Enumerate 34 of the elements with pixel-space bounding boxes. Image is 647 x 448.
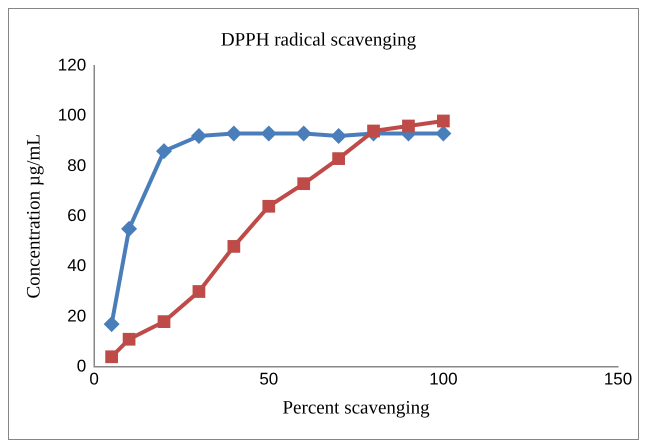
- y-tick-label: 120: [58, 55, 86, 74]
- y-tick-label: 80: [67, 156, 86, 175]
- y-tick-label: 20: [67, 306, 86, 326]
- point: [402, 120, 415, 132]
- point: [105, 350, 118, 364]
- point: [190, 128, 207, 144]
- point: [297, 177, 310, 190]
- x-tick-label: 150: [604, 370, 632, 389]
- point: [156, 143, 172, 160]
- x-axis-title: Percent scavenging: [282, 398, 430, 419]
- point: [296, 126, 312, 142]
- x-tick-label: 50: [259, 370, 278, 389]
- y-axis-title: Concentration µg/mL: [23, 134, 44, 299]
- point: [158, 315, 170, 328]
- y-tick-label: 60: [67, 206, 86, 225]
- x-tick-label: 100: [429, 370, 458, 389]
- point: [262, 200, 276, 213]
- point: [122, 332, 136, 346]
- point: [437, 114, 450, 128]
- point: [330, 128, 347, 144]
- point: [192, 285, 206, 298]
- chart-title: DPPH radical scavenging: [220, 29, 417, 50]
- point: [104, 316, 120, 332]
- point: [260, 126, 277, 142]
- point: [227, 240, 240, 253]
- point: [226, 126, 242, 142]
- y-tick-label: 100: [58, 106, 86, 125]
- x-tick-label: 0: [89, 370, 99, 389]
- point: [367, 124, 380, 138]
- point: [332, 152, 345, 165]
- y-tick-label: 40: [67, 256, 86, 276]
- point: [435, 126, 452, 142]
- y-tick-label: 0: [76, 356, 86, 376]
- point: [121, 220, 138, 237]
